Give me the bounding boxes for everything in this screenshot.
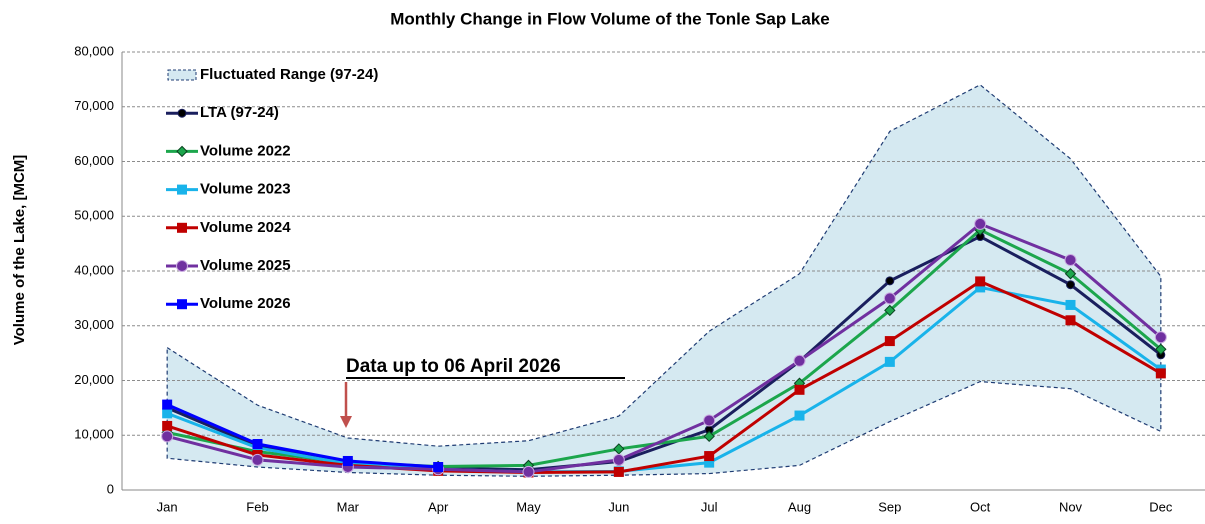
- marker: [975, 282, 986, 293]
- x-tick-label: Sep: [878, 499, 901, 514]
- marker: [794, 384, 805, 395]
- series-line: [166, 279, 1162, 474]
- marker: [975, 276, 986, 287]
- marker: [161, 430, 174, 443]
- legend-marker: [177, 222, 187, 233]
- marker: [703, 430, 715, 443]
- marker: [883, 292, 896, 305]
- x-tick-label: Dec: [1149, 499, 1173, 514]
- marker: [885, 276, 895, 286]
- chart-title: Monthly Change in Flow Volume of the Ton…: [390, 9, 830, 28]
- y-tick-label: 40,000: [74, 262, 114, 277]
- marker: [612, 453, 625, 466]
- marker: [613, 466, 624, 477]
- y-tick-label: 50,000: [74, 208, 114, 223]
- marker: [1064, 268, 1077, 280]
- marker: [433, 462, 444, 473]
- y-tick-label: 80,000: [74, 43, 114, 58]
- marker: [162, 399, 173, 410]
- x-tick-label: Apr: [428, 499, 449, 514]
- legend-marker: [176, 260, 188, 272]
- y-tick-label: 30,000: [74, 317, 114, 332]
- legend-marker: [176, 145, 188, 158]
- marker: [1154, 331, 1167, 344]
- marker: [1065, 315, 1076, 326]
- x-tick-label: Jun: [608, 499, 629, 514]
- marker: [1065, 299, 1076, 310]
- y-tick-label: 60,000: [74, 153, 114, 168]
- marker: [1066, 280, 1075, 290]
- y-tick-label: 20,000: [74, 372, 114, 387]
- y-tick-label: 0: [107, 481, 114, 496]
- legend-label: Volume 2023: [200, 181, 291, 198]
- marker: [794, 410, 805, 421]
- marker: [884, 336, 895, 347]
- x-tick-label: Jan: [157, 499, 178, 514]
- y-tick-label: 10,000: [74, 427, 114, 442]
- x-tick-label: Mar: [337, 499, 360, 514]
- marker: [162, 420, 173, 431]
- x-tick-label: Oct: [970, 499, 991, 514]
- series-line: [166, 222, 1162, 474]
- series-line: [166, 403, 439, 469]
- marker: [703, 414, 716, 427]
- marker: [1064, 254, 1077, 267]
- legend-marker: [177, 184, 187, 195]
- legend-swatch: [167, 69, 197, 81]
- marker: [251, 453, 264, 466]
- range-area: [166, 84, 1162, 477]
- marker: [342, 455, 353, 466]
- marker: [704, 457, 715, 468]
- annotation-arrowhead: [340, 416, 352, 428]
- marker: [162, 408, 173, 419]
- legend-marker: [177, 299, 187, 310]
- y-axis-label: Volume of the Lake, [MCM]: [11, 155, 28, 346]
- legend-label: Volume 2025: [200, 257, 291, 274]
- y-tick-label: 70,000: [74, 98, 114, 113]
- marker: [704, 451, 715, 462]
- x-tick-label: May: [516, 499, 541, 514]
- marker: [252, 439, 263, 450]
- annotation: Data up to 06 April 2026: [346, 356, 561, 377]
- legend-marker: [177, 108, 187, 118]
- x-tick-label: Nov: [1059, 499, 1083, 514]
- marker: [1155, 343, 1167, 355]
- legend-label: Volume 2026: [200, 295, 291, 312]
- marker: [974, 217, 987, 230]
- marker: [1155, 368, 1166, 379]
- x-tick-label: Jul: [701, 499, 718, 514]
- series-line: [166, 285, 1162, 474]
- marker: [884, 304, 896, 317]
- legend-label: Volume 2024: [200, 219, 291, 236]
- marker: [793, 354, 806, 367]
- x-tick-label: Aug: [788, 499, 811, 514]
- legend-label: Volume 2022: [200, 142, 291, 159]
- x-tick-label: Feb: [246, 499, 268, 514]
- legend-label: LTA (97-24): [200, 104, 279, 121]
- legend-label: Fluctuated Range (97-24): [200, 66, 378, 83]
- marker: [522, 465, 535, 478]
- marker: [884, 356, 895, 367]
